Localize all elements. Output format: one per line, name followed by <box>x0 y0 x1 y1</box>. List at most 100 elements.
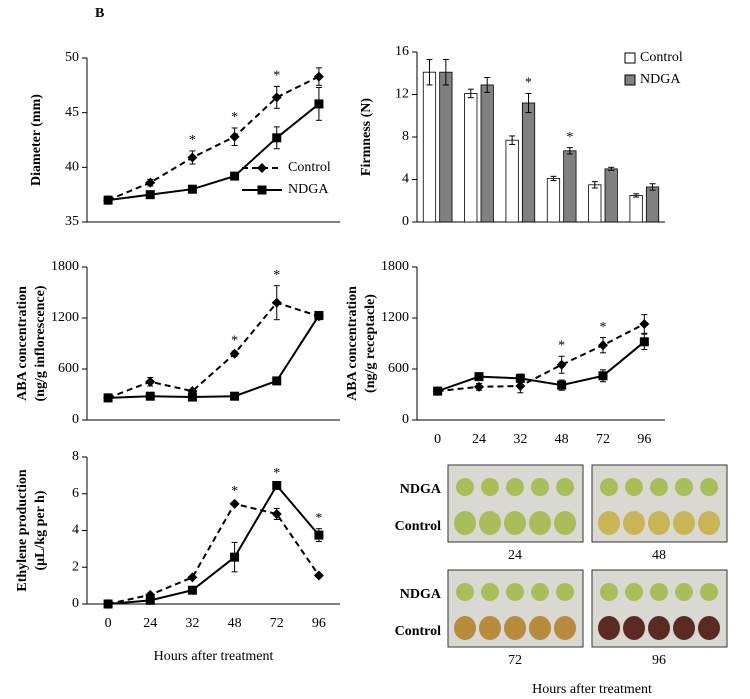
fig <box>698 511 720 535</box>
fig <box>504 616 526 640</box>
significance: * <box>273 466 280 481</box>
marker <box>229 498 240 509</box>
fig <box>531 583 549 601</box>
significance: * <box>231 333 238 348</box>
marker <box>103 599 113 609</box>
fig <box>698 616 720 640</box>
marker <box>556 359 567 370</box>
y-axis-label: ABA concentration <box>15 286 30 401</box>
fig <box>673 616 695 640</box>
fig <box>456 583 474 601</box>
fig <box>454 511 476 535</box>
fig <box>625 478 643 496</box>
fig <box>700 583 718 601</box>
marker <box>103 393 113 403</box>
y-axis-label: (ng/g inflorescence) <box>33 285 48 401</box>
fig <box>625 583 643 601</box>
x-tick-label: 96 <box>637 432 651 447</box>
fig <box>531 478 549 496</box>
x-tick-label: 32 <box>513 432 527 447</box>
marker <box>145 391 155 401</box>
photo-label: 72 <box>508 653 522 668</box>
fig <box>506 478 524 496</box>
marker <box>187 152 198 163</box>
bar <box>604 168 618 223</box>
y-tick-label: 600 <box>388 361 409 376</box>
marker <box>433 386 443 396</box>
x-tick-label: 0 <box>105 616 112 631</box>
legend-label: Control <box>288 160 331 175</box>
y-tick-label: 8 <box>72 449 79 464</box>
row-label: NDGA <box>400 587 442 602</box>
row-label: NDGA <box>400 482 442 497</box>
x-tick-label: 32 <box>185 616 199 631</box>
y-axis-label: Ethylene production <box>15 469 30 591</box>
significance: * <box>189 133 196 148</box>
fig <box>623 511 645 535</box>
fig <box>648 616 670 640</box>
y-tick-label: 4 <box>72 523 79 538</box>
fig <box>479 511 501 535</box>
marker <box>639 318 650 329</box>
legend-label: NDGA <box>288 182 329 197</box>
fig <box>504 511 526 535</box>
photo-label: 48 <box>652 548 666 563</box>
bar <box>629 195 643 223</box>
legend-label: NDGA <box>640 72 681 87</box>
bar <box>521 102 536 223</box>
x-tick-label: 24 <box>472 432 486 447</box>
marker <box>271 297 282 308</box>
marker <box>271 92 282 103</box>
y-tick-label: 1200 <box>381 310 409 325</box>
x-tick-label: 72 <box>270 616 284 631</box>
significance: * <box>273 69 280 84</box>
fig <box>700 478 718 496</box>
fig <box>600 478 618 496</box>
marker <box>272 376 282 386</box>
marker <box>313 570 324 581</box>
bar <box>505 139 519 223</box>
y-tick-label: 2 <box>72 559 79 574</box>
panel-label: B <box>95 6 104 21</box>
marker <box>598 340 608 351</box>
marker <box>515 381 526 391</box>
significance: * <box>315 511 322 526</box>
significance: * <box>600 320 607 335</box>
marker <box>145 177 156 188</box>
y-axis-label: Firmness (N) <box>359 98 374 176</box>
y-tick-label: 0 <box>402 214 409 229</box>
significance: * <box>231 484 238 499</box>
bar <box>563 150 577 223</box>
marker <box>230 552 240 562</box>
fig <box>481 478 499 496</box>
marker <box>229 348 240 359</box>
y-tick-label: 50 <box>65 50 79 65</box>
fig <box>675 583 693 601</box>
fig <box>600 583 618 601</box>
fig <box>479 616 501 640</box>
legend-swatch <box>624 74 636 86</box>
fig <box>556 583 574 601</box>
significance: * <box>273 268 280 283</box>
series-line <box>107 103 320 202</box>
y-tick-label: 40 <box>65 160 79 175</box>
series-line <box>437 323 645 393</box>
y-tick-label: 0 <box>402 412 409 427</box>
marker <box>314 530 324 540</box>
y-tick-label: 16 <box>395 44 409 59</box>
marker <box>230 391 240 401</box>
fig <box>648 511 670 535</box>
y-tick-label: 4 <box>402 172 409 187</box>
bar <box>546 178 561 223</box>
photo-x-label: Hours after treatment <box>532 682 652 697</box>
marker <box>313 71 324 82</box>
y-tick-label: 12 <box>395 87 409 102</box>
bar <box>480 84 494 223</box>
fig <box>556 478 574 496</box>
marker <box>230 171 240 181</box>
fig <box>554 616 576 640</box>
marker <box>187 392 197 402</box>
series-line <box>107 502 320 605</box>
x-axis-label: Hours after treatment <box>154 649 274 664</box>
bar <box>439 71 453 223</box>
